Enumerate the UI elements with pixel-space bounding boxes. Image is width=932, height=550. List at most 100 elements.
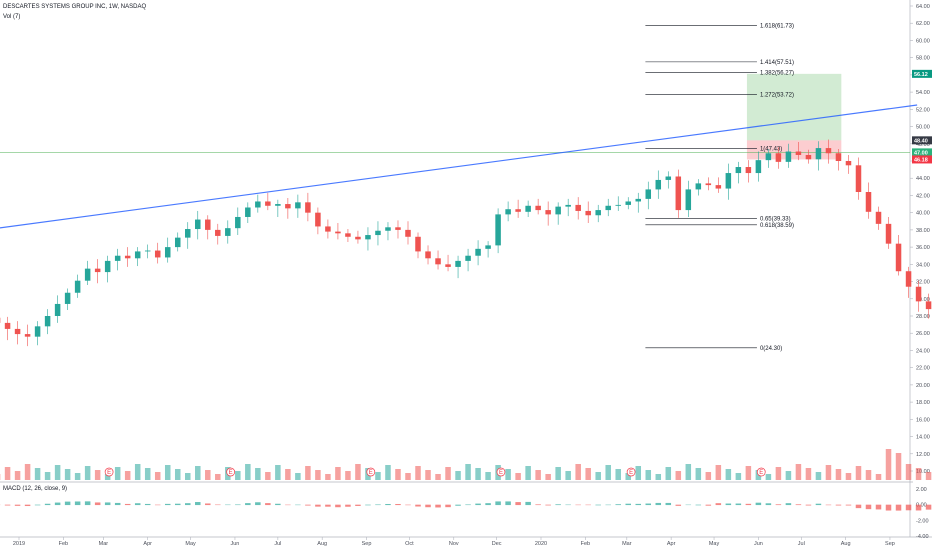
date-axis-label: May (185, 541, 196, 547)
volume-bar (685, 464, 692, 480)
macd-axis: 2.00 0.00 -2.00 -4.00 (0, 487, 932, 540)
candle-body (365, 235, 371, 240)
date-axis-label: Feb (581, 541, 590, 547)
volume-bar (44, 472, 51, 480)
volume-bar (605, 465, 611, 480)
fib-level-label: 0.65(39.33) (760, 216, 791, 222)
macd-histogram-bar (715, 503, 722, 506)
candle-body (185, 229, 191, 238)
fib-extension: 1.618(61.73) 1.414(57.51) 1.382(56.27) 1.27… (645, 24, 794, 352)
earnings-marker-label: E (759, 470, 763, 476)
macd-histogram-bar (755, 502, 762, 506)
volume-indicator-label: Vol (7) (3, 14, 21, 20)
macd-histogram-bar (265, 503, 271, 506)
price-tag-label: 47.00 (914, 150, 928, 156)
volume-bars (0, 449, 932, 480)
volume-bar (405, 473, 411, 480)
macd-histogram-bar (835, 504, 842, 506)
candle-body (205, 219, 211, 230)
price-tag-badge (912, 155, 932, 164)
macd-histogram-bar (635, 503, 642, 506)
price-tag-label: 46.18 (914, 157, 928, 163)
macd-histogram-bar (825, 504, 832, 506)
volume-bar (585, 468, 591, 480)
macd-axis-label: 0.00 (916, 503, 927, 509)
date-axis-label: Sep (362, 541, 372, 547)
price-axis-label: 30.00 (916, 297, 930, 303)
candle-body (134, 251, 141, 259)
candle-body (515, 209, 521, 212)
volume-bar (305, 466, 311, 480)
macd-histogram-bar (425, 504, 431, 508)
volume-bar (285, 469, 291, 480)
earnings-marker-label: E (229, 470, 233, 476)
macd-histogram-bar (495, 501, 501, 506)
candle-body (325, 226, 331, 232)
volume-bar (14, 471, 21, 480)
candle-body (94, 268, 101, 273)
candle-body (565, 204, 571, 207)
volume-bar (545, 474, 551, 480)
volume-bar (505, 469, 511, 480)
earnings-marker-label: E (629, 470, 633, 476)
volume-bar (875, 474, 882, 480)
price-axis-label: 28.00 (916, 314, 930, 320)
earnings-marker-icon (366, 467, 376, 477)
candle-body (154, 250, 161, 258)
fib-level-label: 1.414(57.51) (760, 60, 794, 66)
macd-histogram-bar (275, 503, 281, 506)
fib-level-label: 1.272(53.72) (760, 93, 794, 99)
macd-histogram-bar (855, 504, 862, 509)
volume-bar (435, 474, 441, 480)
macd-histogram-bar (895, 504, 902, 511)
date-axis-label: Mar (99, 541, 109, 547)
macd-histogram-bar (14, 504, 21, 506)
macd-histogram-bar (745, 503, 752, 506)
macd-axis-label: -4.00 (916, 534, 929, 540)
macd-histogram-bar (655, 502, 662, 506)
candle-body (625, 201, 631, 205)
macd-histogram-bar (915, 504, 922, 511)
macd-histogram-bar (405, 504, 411, 506)
volume-bar (655, 474, 662, 480)
macd-histogram-bar (415, 504, 421, 507)
macd-histogram-bar (134, 503, 141, 506)
volume-bar (375, 472, 381, 480)
candle-body (435, 258, 441, 265)
candle-body (595, 210, 601, 216)
candle-body (545, 210, 551, 215)
macd-histogram-bar (865, 504, 872, 510)
price-axis-label: 26.00 (916, 331, 930, 337)
earnings-marker-icon (626, 467, 636, 477)
price-axis-label: 44.00 (916, 176, 930, 182)
macd-indicator-label: MACD (12, 26, close, 9) (3, 486, 68, 492)
candle-body (54, 303, 61, 316)
macd-histogram-bar (885, 504, 892, 511)
candle-body (805, 154, 812, 160)
macd-histogram-bar (305, 504, 311, 506)
position-target-zone (746, 73, 842, 141)
candle-body (24, 334, 31, 337)
macd-histogram-bar (64, 501, 71, 506)
candle-body (485, 245, 491, 249)
volume-bar (845, 473, 852, 480)
candle-body (245, 207, 251, 217)
volume-bar (54, 465, 61, 480)
macd-histogram-bar (144, 503, 151, 506)
volume-bar (425, 470, 431, 480)
macd-histogram-bar (735, 503, 742, 506)
date-axis-label: Jul (274, 541, 281, 547)
macd-histogram-bar (154, 504, 161, 506)
volume-bar (235, 471, 241, 480)
price-axis-label: 18.00 (916, 400, 930, 406)
volume-bar (124, 471, 131, 480)
candle-body (535, 205, 541, 211)
macd-histogram-bar (795, 504, 802, 506)
volume-bar (84, 466, 91, 480)
volume-bar (575, 464, 581, 480)
candle-body (525, 205, 531, 212)
volume-bar (104, 474, 111, 480)
fib-level-label: 1(47.43) (760, 147, 782, 153)
price-axis-label: 10.00 (916, 469, 930, 475)
